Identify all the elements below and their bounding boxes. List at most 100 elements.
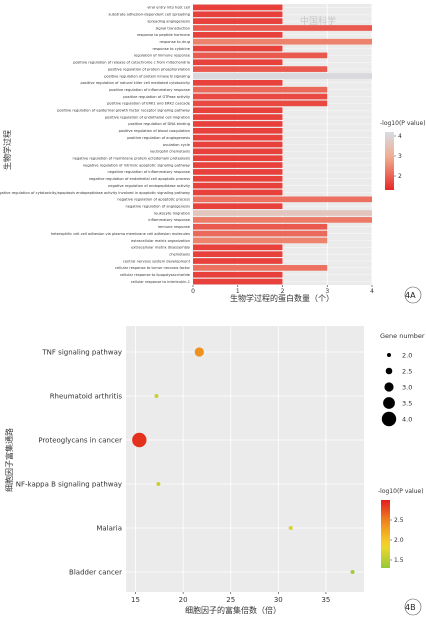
y-tick-label: NF-kappa B signaling pathway [16, 481, 122, 489]
watermark: 中国科学 [300, 15, 336, 27]
bar [193, 210, 372, 216]
y-tick-label: cellular response to tumor necrosis fact… [115, 266, 191, 270]
data-point [156, 482, 161, 486]
size-legend-label: 4.0 [402, 416, 412, 424]
bar [193, 271, 283, 278]
panel-label-b-circle [404, 598, 422, 616]
colorbar-tick-label: 4 [398, 133, 402, 140]
x-tick-label: 3 [325, 288, 329, 295]
size-legend-dot [381, 411, 397, 427]
bar [193, 25, 372, 31]
panel-label-a-circle [404, 286, 422, 304]
panel-label-b: 4B [405, 603, 416, 612]
x-tick-label: 35 [321, 596, 330, 604]
y-tick-label: positive regulation of endothelial cell … [105, 115, 190, 119]
x-tick-label: 30 [274, 596, 283, 604]
size-legend-label: 2.0 [402, 352, 412, 360]
panel-a-bar-chart: viral entry into host cell substrate adhe… [0, 0, 426, 308]
x-tick-label: 1 [236, 288, 240, 295]
y-tick-label: extracellular matrix organization [131, 239, 190, 243]
y-tick-label: extracellular matrix disassembly [131, 246, 191, 250]
bar [193, 45, 283, 52]
bar [193, 196, 372, 203]
y-tick-label: Bladder cancer [69, 569, 122, 577]
y-tick-label: positive regulation of ERK1 and ERK2 cas… [107, 102, 191, 106]
y-tick-label: immune response [158, 225, 191, 229]
bar [193, 265, 328, 271]
x-tick-label: 20 [179, 596, 188, 604]
x-tick-label: 0 [191, 288, 195, 295]
y-tick-label: cellular response to lipopolysaccharide [120, 273, 191, 277]
y-tick-label: positive regulation of blood coagulation [119, 129, 190, 133]
bar [193, 86, 328, 93]
size-legend-label: 2.5 [402, 368, 412, 376]
bar [193, 79, 283, 86]
bar [193, 162, 283, 168]
y-tick-label: heterophilic cell-cell adhesion via plas… [51, 232, 190, 236]
y-tick-label: negative regulation of endothelial cell … [89, 177, 190, 181]
bar [193, 189, 283, 196]
y-tick-label: Rheumatoid arthritis [50, 393, 123, 401]
plot-background [126, 326, 364, 592]
y-axis-title: 生物学过程 [2, 130, 12, 170]
colorbar-tick-label: 2.5 [394, 517, 404, 524]
bar [193, 52, 328, 59]
y-tick-label: regulation of immune response [134, 54, 191, 58]
y-tick-label: Malaria [96, 525, 122, 533]
colorbar-tick-label: 2 [398, 173, 402, 180]
bar-chart-svg: viral entry into host cell substrate adhe… [0, 4, 426, 304]
y-tick-label: signal transduction [156, 26, 190, 30]
y-tick-label: chemotaxis [169, 252, 190, 256]
bar [193, 100, 328, 107]
bar [193, 59, 283, 66]
y-tick-label: substrate adhesion-dependent cell spread… [109, 13, 190, 17]
panel-b-bubble-chart: TNF signaling pathway Rheumatoid arthriti… [0, 310, 426, 621]
colorbar-title: -log10(P value) [380, 120, 426, 127]
y-tick-label: Proteoglycans in cancer [38, 437, 122, 445]
y-tick-label: positive regulation of inflammatory resp… [109, 88, 191, 92]
y-tick-label: negative regulation of angiogenesis [125, 204, 190, 208]
bar [193, 182, 283, 189]
bar [193, 114, 283, 120]
y-tick-label: positive regulation of release of cytoch… [73, 61, 190, 65]
bar [193, 66, 328, 72]
y-tick-label: positive regulation of angiogenesis [127, 136, 190, 140]
panel-label-a: 4A [405, 291, 416, 300]
y-tick-label: cellular response to interleukin-1 [131, 280, 190, 284]
y-axis-title: 细胞因子富集通路 [4, 428, 14, 492]
bar [193, 251, 283, 257]
y-tick-label: negative regulation of apoptotic process [117, 198, 190, 202]
bar [193, 278, 283, 285]
y-tick-label: response to drug [159, 40, 190, 44]
bar [193, 38, 372, 45]
y-tick-label: positive regulation of epidermal growth … [57, 109, 191, 113]
y-tick-label: positive regulation of GTPase activity [123, 95, 191, 99]
data-point [288, 526, 293, 530]
x-tick-label: 25 [226, 596, 235, 604]
y-tick-label: negative regulation of intrinsic apoptot… [83, 163, 191, 167]
size-legend-dot [383, 397, 395, 409]
y-tick-label: positive regulation of protein phosphory… [108, 67, 190, 71]
data-point [194, 347, 204, 357]
y-tick-label: response to cytokine [153, 47, 191, 51]
x-tick-label: 2 [281, 288, 285, 295]
y-tick-label: positive regulation of DNA binding [128, 122, 190, 126]
bar [193, 148, 283, 155]
y-tick-label: central nervous system development [123, 259, 191, 263]
x-axis-title: 细胞因子的富集倍数（倍） [185, 605, 281, 615]
bar [193, 237, 328, 244]
bar [193, 203, 283, 210]
y-tick-label: positive regulation of protein kinase B … [104, 74, 190, 78]
y-tick-label: neutrophil chemotaxis [150, 150, 190, 154]
colorbar [385, 132, 394, 190]
y-tick-label: positive regulation of natural killer ce… [80, 81, 190, 85]
bar [193, 223, 328, 230]
data-point [132, 432, 147, 448]
size-legend-dot [387, 353, 391, 357]
bar [193, 258, 283, 264]
y-tick-label: negative regulation of inflammatory resp… [108, 170, 191, 174]
data-point [154, 394, 159, 398]
y-tick-label: negative regulation of membrane protein … [72, 157, 190, 161]
bar [193, 32, 283, 38]
bar [193, 4, 283, 11]
